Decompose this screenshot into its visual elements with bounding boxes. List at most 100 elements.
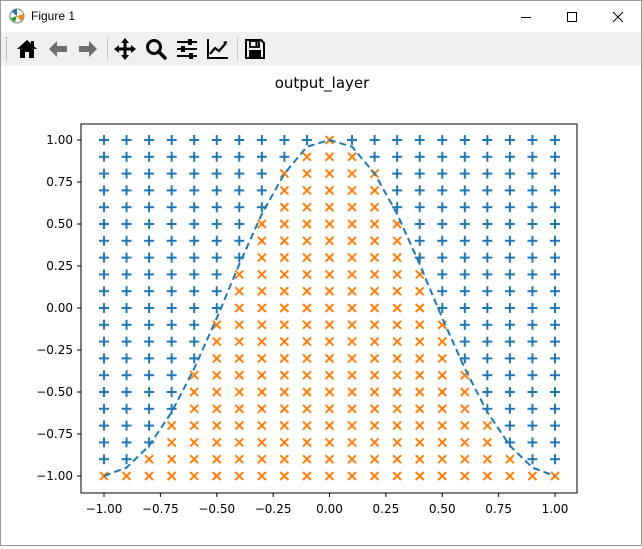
x-marker: [302, 370, 312, 380]
x-marker: [460, 454, 470, 464]
plus-marker: [121, 202, 132, 213]
plus-marker: [166, 151, 177, 162]
x-tick-label: −1.00: [86, 502, 123, 516]
x-tick-label: 0.75: [485, 502, 512, 516]
zoom-button[interactable]: [142, 35, 170, 63]
x-marker: [324, 286, 335, 296]
home-button[interactable]: [13, 35, 41, 63]
x-marker: [279, 269, 290, 280]
x-marker: [324, 370, 335, 380]
plus-marker: [166, 403, 177, 414]
plus-marker: [527, 387, 538, 397]
plus-marker: [437, 151, 448, 162]
plus-marker: [166, 219, 177, 229]
x-marker: [257, 387, 267, 397]
x-marker: [482, 420, 493, 431]
plus-marker: [482, 252, 493, 263]
plus-marker: [144, 219, 155, 229]
plus-marker: [527, 336, 538, 347]
plus-marker: [550, 252, 560, 263]
x-marker: [324, 269, 335, 280]
back-button[interactable]: [44, 35, 72, 63]
x-marker: [369, 454, 380, 464]
x-marker: [279, 336, 290, 347]
x-tick-label: 0.00: [316, 502, 343, 516]
x-marker: [302, 269, 312, 280]
plus-marker: [392, 185, 403, 196]
x-marker: [234, 303, 245, 313]
x-marker: [257, 236, 267, 246]
plus-marker: [121, 420, 132, 431]
plus-marker: [99, 202, 109, 213]
x-marker: [347, 168, 357, 179]
plus-marker: [482, 151, 493, 162]
minimize-button[interactable]: [503, 1, 549, 32]
save-button[interactable]: [241, 35, 269, 63]
plus-marker: [482, 319, 493, 330]
plus-marker: [459, 303, 470, 313]
x-marker: [392, 269, 402, 280]
plus-marker: [459, 319, 470, 330]
plus-marker: [459, 219, 470, 229]
plus-marker: [550, 454, 560, 465]
plus-marker: [144, 319, 155, 330]
plus-marker: [550, 319, 560, 330]
plus-marker: [527, 151, 538, 162]
x-marker: [392, 471, 402, 481]
plus-marker: [392, 135, 403, 145]
figure-canvas[interactable]: output_layer −1.00 −0.75 −0.50 −0.25 0.00 0.2…: [1, 66, 641, 545]
x-marker: [347, 353, 357, 364]
pan-button[interactable]: [111, 35, 139, 63]
close-button[interactable]: [595, 1, 641, 32]
x-marker: [212, 471, 222, 481]
x-marker: [369, 236, 380, 246]
forward-button[interactable]: [74, 35, 102, 63]
plus-marker: [99, 151, 109, 162]
window-title: Figure 1: [31, 9, 76, 23]
plus-marker: [166, 286, 177, 297]
plus-marker: [121, 252, 132, 263]
x-marker: [212, 353, 222, 364]
plus-marker: [504, 269, 515, 280]
plus-marker: [437, 219, 448, 229]
x-marker: [189, 370, 199, 380]
maximize-button[interactable]: [549, 1, 595, 32]
x-marker: [437, 353, 447, 364]
plus-marker: [459, 286, 470, 297]
magnifier-icon: [146, 39, 167, 60]
x-marker: [279, 303, 290, 313]
plot-area[interactable]: output_layer −1.00 −0.75 −0.50 −0.25 0.00 0.2…: [1, 66, 641, 545]
y-tick-label: 0.25: [46, 259, 73, 273]
plus-marker: [550, 235, 560, 246]
plus-marker: [459, 235, 470, 246]
x-marker: [234, 420, 245, 431]
plus-marker: [121, 353, 132, 364]
plus-marker: [211, 135, 222, 145]
x-marker: [302, 420, 312, 431]
x-marker: [257, 303, 267, 313]
plus-marker: [527, 437, 538, 448]
plus-marker: [550, 202, 560, 213]
x-marker: [460, 420, 470, 431]
plus-marker: [234, 151, 245, 162]
boundary-curve: [103, 138, 556, 477]
plus-marker: [99, 235, 109, 246]
title-bar[interactable]: Figure 1: [1, 1, 641, 32]
plus-marker: [504, 303, 515, 313]
subplots-button[interactable]: [173, 35, 201, 63]
x-marker: [369, 202, 380, 212]
x-marker: [347, 219, 357, 229]
x-marker: [234, 336, 245, 347]
plus-marker: [414, 185, 425, 196]
plus-marker: [504, 387, 515, 397]
x-marker: [257, 420, 267, 431]
x-marker: [347, 236, 357, 246]
customize-button[interactable]: [204, 35, 232, 63]
plus-marker: [504, 286, 515, 297]
x-marker: [324, 303, 335, 313]
plus-marker: [527, 185, 538, 196]
plus-marker: [256, 168, 267, 179]
x-marker: [347, 404, 357, 414]
x-marker: [279, 437, 290, 448]
x-marker: [369, 387, 380, 397]
